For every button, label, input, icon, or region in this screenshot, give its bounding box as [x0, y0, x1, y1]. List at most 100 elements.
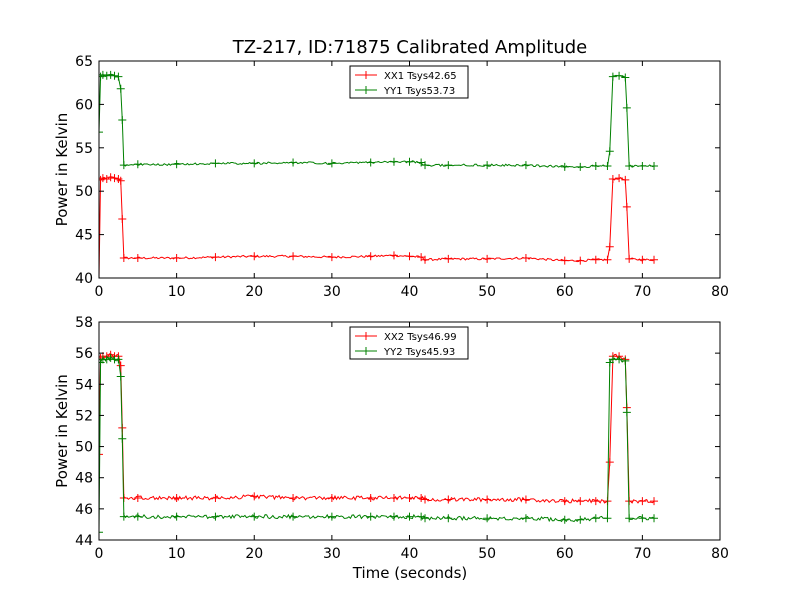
data-point — [250, 512, 259, 521]
series-line — [99, 356, 655, 533]
data-point — [106, 173, 115, 182]
data-point — [615, 174, 624, 183]
data-point — [421, 161, 430, 170]
data-point — [483, 254, 492, 263]
data-point — [116, 372, 125, 381]
data-point — [421, 495, 430, 504]
x-tick-label: 0 — [95, 546, 104, 562]
data-point — [110, 71, 119, 80]
y-tick-label: 58 — [75, 315, 93, 331]
data-point — [521, 495, 530, 504]
data-point — [118, 116, 127, 125]
data-point — [366, 493, 375, 502]
data-point — [327, 493, 336, 502]
legend-box — [349, 326, 469, 360]
data-point — [560, 256, 569, 265]
legend: XX1 Tsys42.65 YY1 Tsys53.73 — [349, 65, 469, 99]
legend-label: XX1 Tsys42.65 — [384, 71, 457, 82]
data-point — [405, 252, 414, 261]
data-point — [560, 162, 569, 171]
legend-entry: YY1 Tsys53.73 — [355, 86, 455, 97]
y-tick-label: 55 — [75, 141, 93, 157]
x-tick-label: 40 — [401, 284, 419, 300]
data-point — [110, 174, 119, 183]
data-point — [119, 512, 128, 521]
data-point — [621, 175, 630, 184]
y-axis-label: Power in Kelvin — [53, 113, 71, 227]
y-tick-label: 52 — [75, 408, 93, 424]
data-point — [289, 493, 298, 502]
x-tick-label: 50 — [478, 284, 496, 300]
data-point — [521, 514, 530, 523]
data-point — [405, 157, 414, 166]
data-point — [389, 493, 398, 502]
data-point — [114, 72, 123, 81]
data-point — [622, 202, 631, 211]
data-point — [638, 162, 647, 171]
data-point — [483, 495, 492, 504]
figure-title: TZ-217, ID:71875 Calibrated Amplitude — [232, 37, 588, 58]
series-line — [99, 353, 655, 504]
x-tick-label: 70 — [633, 284, 651, 300]
data-point — [327, 512, 336, 521]
data-point — [366, 252, 375, 261]
data-point — [576, 515, 585, 524]
data-point — [250, 252, 259, 261]
legend-label: YY1 Tsys53.73 — [383, 86, 455, 97]
data-point — [605, 147, 614, 156]
data-point — [621, 73, 630, 82]
data-point — [591, 255, 600, 264]
data-point — [650, 514, 659, 523]
data-point — [444, 495, 453, 504]
data-point — [289, 252, 298, 261]
data-point — [608, 175, 617, 184]
y-tick-label: 50 — [75, 440, 93, 456]
data-point — [119, 161, 128, 170]
legend-label: YY2 Tsys45.93 — [383, 347, 455, 358]
data-point — [591, 514, 600, 523]
data-point — [172, 160, 181, 169]
y-tick-label: 65 — [75, 54, 93, 70]
data-point — [211, 253, 220, 262]
x-tick-label: 20 — [245, 546, 263, 562]
data-point — [102, 175, 111, 184]
x-tick-label: 10 — [168, 546, 186, 562]
data-point — [118, 434, 127, 443]
legend-marker — [362, 347, 370, 355]
x-tick-label: 60 — [556, 546, 574, 562]
top-subplot: 0 10 20 30 40 50 60 70 80 40 45 50 55 60 65 Power in Ke… — [53, 54, 729, 300]
data-point — [638, 497, 647, 506]
data-point — [650, 162, 659, 171]
data-point — [625, 514, 634, 523]
y-tick-label: 40 — [75, 271, 93, 287]
x-tick-label: 70 — [633, 546, 651, 562]
data-point — [622, 408, 631, 417]
y-tick-label: 45 — [75, 228, 93, 244]
data-point — [116, 176, 125, 185]
data-point — [591, 162, 600, 171]
data-point — [289, 512, 298, 521]
x-tick-label: 60 — [556, 284, 574, 300]
legend-marker — [362, 71, 370, 79]
data-point — [608, 72, 617, 81]
data-point — [211, 159, 220, 168]
series-1 — [99, 173, 659, 278]
data-point — [389, 251, 398, 260]
data-point — [99, 70, 107, 79]
data-point — [116, 84, 125, 93]
data-point — [576, 162, 585, 171]
x-tick-label: 10 — [168, 284, 186, 300]
legend-marker — [362, 332, 370, 340]
data-point — [444, 161, 453, 170]
series-2 — [99, 70, 659, 171]
data-point — [622, 103, 631, 112]
y-tick-label: 44 — [75, 533, 93, 549]
data-point — [483, 514, 492, 523]
data-point — [603, 514, 612, 523]
x-tick-label: 80 — [711, 284, 729, 300]
data-point — [421, 514, 430, 523]
data-point — [603, 162, 612, 171]
y-tick-label: 54 — [75, 377, 93, 393]
data-point — [621, 356, 630, 365]
